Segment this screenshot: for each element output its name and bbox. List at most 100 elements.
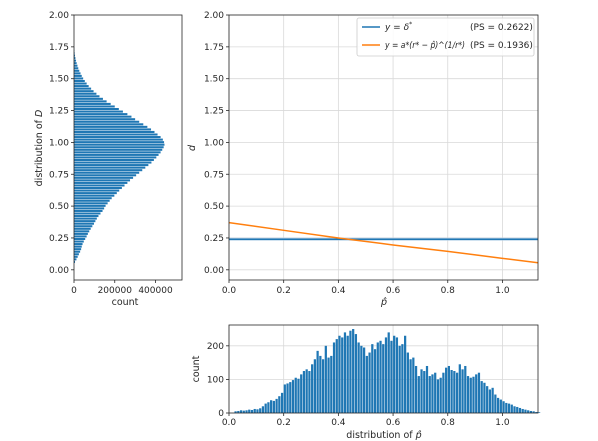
left-histogram-bar (74, 227, 91, 230)
bottom-histogram-bar (507, 403, 511, 413)
bottom-histogram-bar (491, 387, 494, 413)
bottom-x-tick-label: 1.0 (495, 418, 510, 428)
bottom-histogram-bar (499, 399, 502, 413)
left-histogram-bar (74, 90, 94, 93)
left-histogram-bar (74, 54, 76, 57)
bottom-histogram-bar (349, 330, 352, 413)
bottom-histogram-bar (469, 377, 472, 413)
left-histogram-bar (74, 148, 163, 151)
left-x-tick-label: 200000 (98, 286, 133, 296)
bottom-histogram-bar (261, 406, 265, 413)
bottom-histogram-bar (335, 339, 338, 413)
left-histogram-bar (74, 100, 107, 103)
bottom-histogram-bar (494, 394, 497, 413)
bottom-histogram-bar (311, 364, 314, 413)
bottom-histogram-bar (346, 335, 349, 413)
bottom-histogram-bar (368, 352, 371, 413)
left-histogram-bar (74, 164, 149, 167)
left-histogram-bar (74, 176, 134, 179)
left-y-tick-label: 1.50 (49, 75, 69, 85)
left-y-tick-label: 0.00 (49, 266, 69, 276)
main-y-tick-label: 0.00 (204, 266, 224, 276)
main-x-tick-label: 0.8 (441, 286, 456, 296)
left-histogram-bar (74, 186, 122, 190)
bottom-histogram-bar (390, 340, 393, 413)
bottom-histogram-bar (300, 374, 303, 413)
bottom-histogram-bar (529, 410, 533, 413)
left-histogram-bar (74, 258, 77, 261)
bottom-histogram-panel: 0 100 200 0.0 0.2 0.4 0.6 0.8 1.0 count distrib… (191, 324, 541, 441)
bottom-histogram-bar (327, 357, 330, 413)
bottom-histogram-bar (382, 344, 385, 413)
bottom-histogram-bar (324, 345, 327, 413)
bottom-histogram-bar (436, 379, 440, 413)
left-histogram-bar (74, 67, 79, 70)
bottom-histogram-bar (475, 374, 478, 413)
left-histogram-bar (74, 133, 158, 136)
bottom-histogram-bar (428, 376, 431, 413)
bottom-histogram-bar (510, 404, 513, 413)
legend-ps-power: (PS = 0.1936) (470, 41, 533, 51)
bottom-histogram-bar (480, 381, 483, 413)
left-histogram-bar (74, 113, 128, 116)
left-histogram-bar (74, 174, 137, 177)
bottom-histogram-bar (267, 402, 270, 413)
bottom-histogram-bar (535, 411, 538, 413)
bottom-y-ticks: 0 100 200 (207, 342, 229, 419)
left-histogram-bar (74, 248, 82, 251)
bottom-histogram-bar (532, 411, 535, 413)
bottom-histogram-bar (362, 347, 366, 413)
bottom-histogram-bar (401, 344, 404, 413)
bottom-histogram-bar (308, 371, 311, 413)
legend-box (356, 17, 535, 57)
bottom-histogram-bar (496, 397, 500, 413)
left-histogram-bar (74, 202, 108, 205)
bottom-histogram-bar (538, 412, 541, 413)
bottom-histogram-bar (524, 409, 527, 413)
bottom-histogram-bar (234, 411, 237, 413)
left-histogram-bar (74, 250, 81, 253)
left-histogram-bar (74, 130, 155, 133)
bottom-histogram-bar (338, 335, 341, 413)
left-histogram-bar (74, 184, 125, 187)
left-histogram-bar (74, 220, 96, 223)
left-axes-frame (73, 14, 183, 281)
main-y-tick-label: 0.50 (204, 202, 224, 212)
left-histogram-bar (74, 232, 88, 235)
main-y-tick-label: 0.75 (204, 170, 224, 180)
main-y-tick-label: 1.50 (204, 75, 224, 85)
bottom-histogram-bar (365, 355, 368, 413)
left-histogram-bar (74, 77, 84, 80)
bottom-histogram-bar (278, 396, 281, 413)
left-histogram-bar (74, 74, 82, 77)
left-histogram-bar (74, 79, 85, 83)
bottom-histogram-bar (458, 364, 461, 413)
bottom-histogram-bar (250, 409, 254, 413)
bottom-histogram-bar (289, 382, 292, 413)
left-histogram-bar (74, 260, 76, 263)
bottom-histogram-bar (316, 350, 319, 413)
left-histogram-panel: 0.00 0.25 0.50 0.75 1.00 1.25 1.50 1.75 2.00 0 20… (34, 11, 183, 308)
legend-label-delta-lhs: y = δ (384, 23, 410, 33)
left-histogram-bar (74, 105, 115, 108)
bottom-histogram-bar (270, 400, 273, 413)
main-plot-panel: 0.00 0.25 0.50 0.75 1.00 1.25 1.50 1.75 2.00 0.0… (187, 11, 539, 308)
bottom-histogram-bar (264, 403, 267, 413)
left-histogram-bar (74, 85, 89, 88)
left-histogram-bar (74, 57, 76, 60)
bottom-histogram-bar (360, 345, 363, 413)
bottom-histogram-bar (341, 337, 344, 413)
main-x-tick-label: 0.0 (222, 286, 237, 296)
left-histogram-bar (74, 123, 144, 126)
bottom-histogram-bar (272, 400, 275, 413)
main-x-axis-label: p̂ (380, 297, 387, 308)
left-histogram-bar (74, 72, 81, 75)
bottom-histogram-bar (373, 349, 377, 413)
bottom-histogram-bar (420, 369, 423, 413)
bottom-histogram-bar (313, 359, 317, 413)
bottom-histogram-bar (417, 376, 420, 413)
left-histogram-bar (74, 243, 83, 246)
main-axes-frame (228, 14, 539, 281)
